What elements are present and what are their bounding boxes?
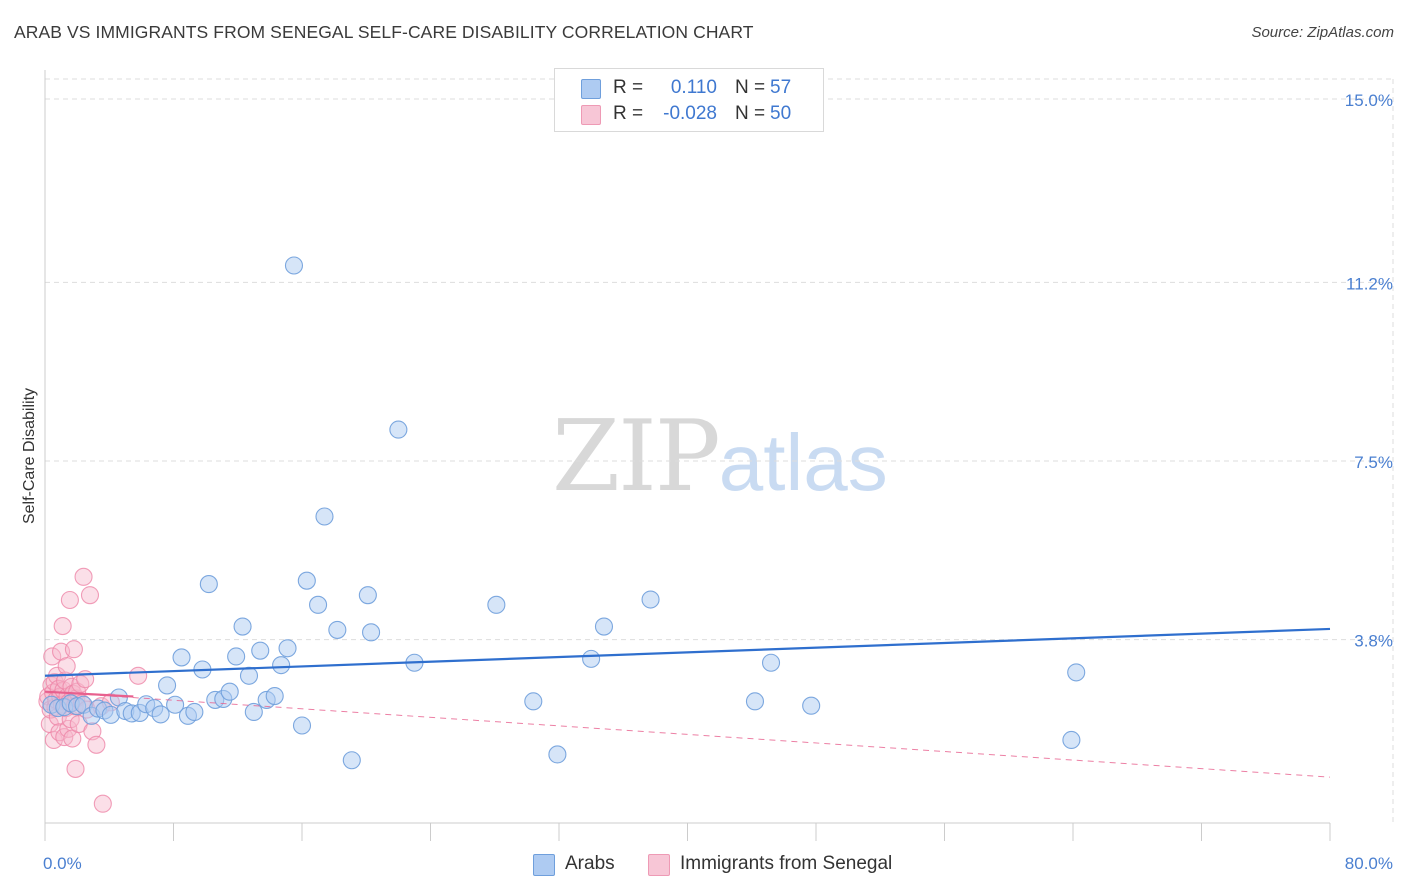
trend-layer — [44, 627, 1331, 778]
data-point-senegal — [129, 666, 148, 685]
data-point-arabs — [802, 696, 821, 715]
data-point-arabs — [297, 571, 316, 590]
data-point-arabs — [292, 716, 312, 735]
data-point-arabs — [199, 575, 218, 594]
legend-row-arabs: R = 0.110 N = 57 — [555, 75, 823, 101]
legend-r-label: R = — [613, 103, 644, 124]
x-tick-label: 80.0% — [1345, 854, 1393, 873]
watermark: ZIPatlas — [552, 400, 888, 514]
data-point-senegal — [60, 590, 79, 610]
trend-line-senegal — [44, 690, 134, 698]
data-point-senegal — [64, 640, 83, 659]
data-point-senegal — [74, 567, 93, 586]
data-point-arabs — [594, 617, 614, 636]
data-point-arabs — [1067, 663, 1086, 682]
data-point-arabs — [745, 692, 765, 711]
data-point-senegal — [80, 586, 100, 605]
label-layer: 3.8% 7.5% 11.2% 15.0% 0.0% 80.0% Self-Care Dis… — [21, 91, 1393, 873]
data-point-arabs — [151, 705, 170, 724]
legend-r-label: R = — [613, 77, 644, 98]
data-point-arabs — [524, 692, 543, 711]
legend-swatch-arabs — [581, 79, 601, 99]
trend-line-arabs — [44, 627, 1331, 677]
data-point-arabs — [342, 751, 361, 770]
data-point-arabs — [239, 666, 259, 685]
axis-layer — [44, 70, 1331, 841]
point-layer — [38, 256, 1086, 813]
data-point-arabs — [487, 595, 506, 614]
watermark-atlas: atlas — [718, 418, 888, 507]
legend-swatch-senegal — [648, 854, 670, 876]
data-point-arabs — [358, 586, 377, 605]
data-point-senegal — [57, 657, 76, 676]
legend-swatch-arabs — [533, 854, 555, 876]
data-point-arabs — [761, 653, 781, 672]
legend-n-label: N = — [735, 77, 766, 98]
data-point-arabs — [233, 617, 252, 636]
data-point-arabs — [582, 649, 601, 668]
series-legend: Arabs Immigrants from Senegal — [0, 852, 1406, 878]
watermark-zip: ZIP — [552, 400, 721, 514]
data-point-arabs — [185, 702, 204, 722]
data-point-arabs — [309, 595, 328, 614]
legend-row-senegal: R = -0.028 N = 50 — [555, 101, 823, 127]
data-point-arabs — [244, 702, 263, 722]
legend-r-value: -0.028 — [663, 103, 717, 124]
data-point-senegal — [43, 647, 62, 666]
legend-label-senegal: Immigrants from Senegal — [680, 853, 893, 874]
grid-layer — [45, 78, 1394, 823]
data-point-senegal — [53, 617, 72, 636]
legend-swatch-senegal — [581, 105, 601, 125]
data-point-arabs — [158, 676, 177, 695]
data-point-arabs — [315, 507, 334, 526]
data-point-senegal — [93, 794, 112, 813]
data-point-arabs — [272, 656, 291, 675]
x-tick-label: 0.0% — [43, 854, 82, 873]
data-point-arabs — [389, 420, 408, 439]
data-point-arabs — [362, 623, 381, 642]
chart-title: ARAB VS IMMIGRANTS FROM SENEGAL SELF-CAR… — [14, 22, 754, 42]
source-credit: Source: ZipAtlas.com — [1251, 24, 1394, 41]
legend-r-value: 0.110 — [670, 77, 717, 98]
legend-n-label: N = — [735, 103, 766, 124]
trend-line-senegal-extended — [44, 691, 1331, 778]
data-point-arabs — [265, 687, 284, 706]
data-point-arabs — [278, 639, 297, 658]
data-point-arabs — [641, 590, 660, 609]
data-point-senegal — [66, 759, 85, 778]
y-axis-label: Self-Care Disability — [21, 388, 38, 524]
y-tick-label: 11.2% — [1346, 274, 1393, 293]
data-point-arabs — [1062, 730, 1081, 750]
data-point-arabs — [548, 745, 567, 764]
y-tick-label: 3.8% — [1354, 632, 1393, 651]
y-tick-label: 15.0% — [1345, 91, 1393, 110]
data-point-senegal — [87, 735, 106, 754]
data-point-arabs — [227, 647, 246, 666]
legend-label-arabs: Arabs — [565, 853, 615, 874]
data-point-arabs — [284, 256, 304, 275]
data-point-arabs — [220, 682, 239, 701]
data-point-arabs — [172, 648, 191, 667]
y-tick-label: 7.5% — [1354, 453, 1393, 472]
legend-n-value: 57 — [770, 77, 792, 98]
data-point-arabs — [328, 620, 347, 639]
stats-legend: R = 0.110 N = 57 R = -0.028 N = 50 — [554, 68, 824, 132]
data-point-arabs — [251, 641, 270, 660]
legend-n-value: 50 — [770, 103, 792, 124]
